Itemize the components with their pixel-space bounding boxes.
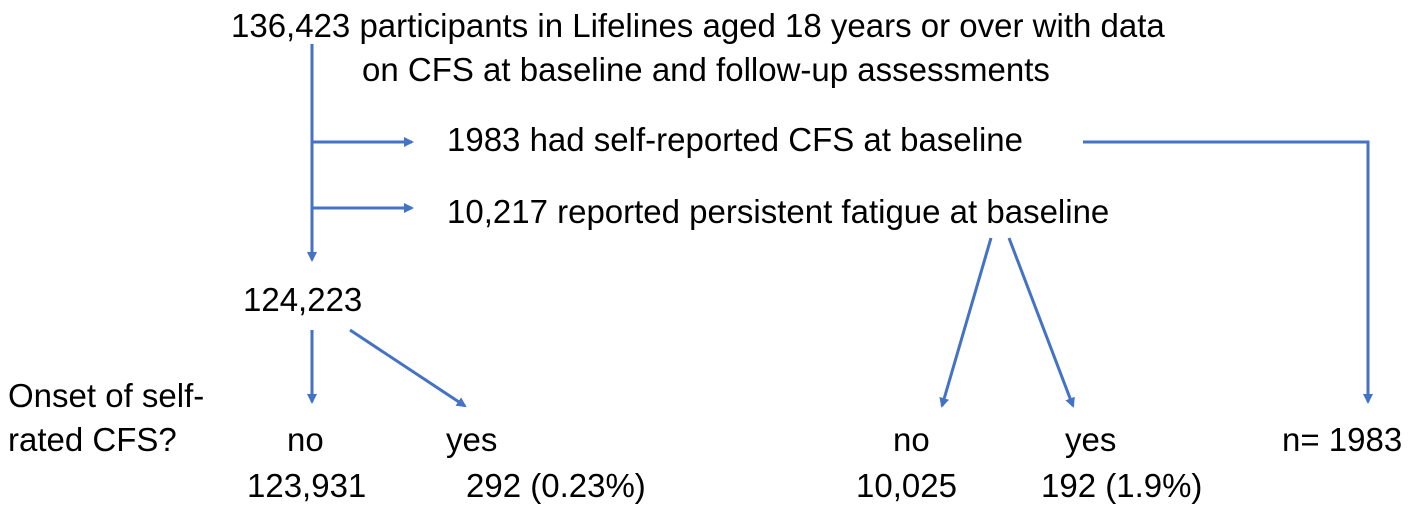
total-participants-line1: 136,423 participants in Lifelines aged 1… bbox=[231, 7, 1165, 44]
main-yes-label: yes bbox=[446, 421, 498, 458]
fatigue-no-label: no bbox=[893, 421, 930, 458]
fatigue-yes-count: 192 (1.9%) bbox=[1041, 467, 1203, 504]
main-no-label: no bbox=[287, 421, 324, 458]
cfs-baseline-count: n= 1983 bbox=[1282, 421, 1403, 458]
excluded-fatigue-baseline: 10,217 reported persistent fatigue at ba… bbox=[447, 193, 1110, 230]
question-line2: rated CFS? bbox=[8, 421, 177, 458]
excluded-cfs-baseline: 1983 had self-reported CFS at baseline bbox=[447, 121, 1024, 158]
total-participants-line2: on CFS at baseline and follow-up assessm… bbox=[362, 51, 1050, 88]
remaining-participants: 124,223 bbox=[243, 281, 363, 318]
cfs-baseline-arrow bbox=[1083, 140, 1373, 404]
fatigue-no-arrow bbox=[939, 237, 993, 408]
remaining-yes-arrow bbox=[349, 328, 467, 408]
fatigue-yes-arrow bbox=[1007, 237, 1075, 408]
main-yes-count: 292 (0.23%) bbox=[466, 467, 646, 504]
main-no-count: 123,931 bbox=[247, 467, 367, 504]
question-line1: Onset of self- bbox=[8, 377, 205, 414]
fatigue-no-count: 10,025 bbox=[856, 467, 957, 504]
fatigue-yes-label: yes bbox=[1065, 421, 1117, 458]
